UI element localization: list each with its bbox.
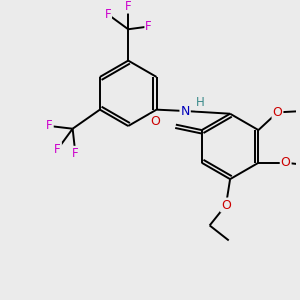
Text: H: H (196, 96, 205, 109)
Text: O: O (151, 116, 160, 128)
Text: F: F (46, 119, 53, 133)
Text: O: O (221, 199, 231, 212)
Text: F: F (54, 143, 61, 156)
Text: F: F (104, 8, 111, 21)
Text: O: O (272, 106, 282, 119)
Text: N: N (180, 104, 190, 118)
Text: F: F (125, 0, 131, 13)
Text: F: F (72, 147, 79, 160)
Text: O: O (281, 156, 291, 169)
Text: F: F (145, 20, 152, 33)
